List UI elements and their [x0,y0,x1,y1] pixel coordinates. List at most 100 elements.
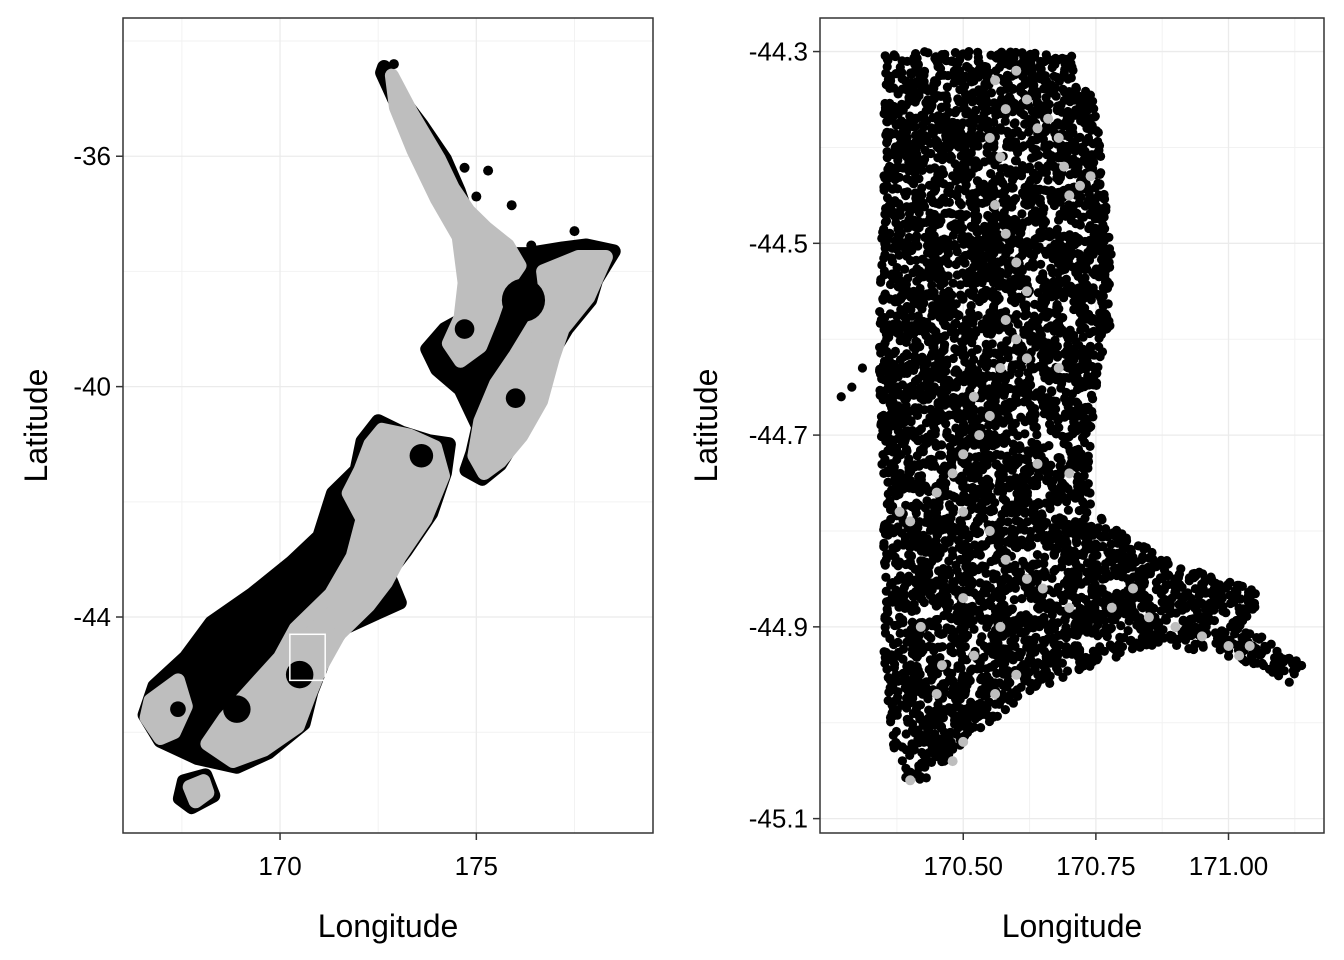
data-point [459,162,470,173]
data-point [905,666,915,676]
data-point [1097,584,1107,594]
data-point [993,540,1003,551]
data-point [1017,131,1027,141]
data-point [1086,390,1097,400]
data-point [931,441,941,451]
data-point [958,348,968,359]
data-point [945,181,955,191]
data-point [1001,496,1011,506]
data-point [902,637,912,647]
data-point [1008,688,1018,698]
data-point [893,637,903,648]
data-point [911,341,922,351]
data-point [1179,591,1189,601]
data-point [903,223,913,233]
data-point [933,58,943,68]
data-point [933,700,943,710]
data-point [1081,595,1091,605]
data-point [946,457,957,468]
data-point [879,538,889,548]
data-point [991,570,1001,580]
data-point [929,186,940,196]
panel-border [122,17,654,834]
data-point [981,568,991,579]
data-point [959,690,970,700]
data-point [892,405,902,415]
data-point [917,560,927,571]
data-point [1115,647,1125,658]
data-point [968,75,978,85]
data-point [879,410,889,420]
data-point [1008,698,1019,708]
data-point [986,88,997,98]
data-point [1001,221,1011,231]
data-point [1001,537,1011,547]
data-point [916,648,927,658]
data-point [1071,268,1081,278]
data-point [986,329,996,339]
data-point [1026,532,1036,542]
unoccupied-patch [409,443,434,468]
data-point [883,477,893,487]
data-point [885,683,895,693]
data-point [1041,518,1052,528]
data-point [993,295,1003,305]
data-point [980,354,991,364]
data-point [919,81,930,91]
data-point [989,187,1000,197]
data-point [895,628,905,639]
data-point [894,250,904,260]
data-point [1072,157,1082,167]
data-point [934,542,944,553]
occupied-region [139,673,193,745]
data-point [962,497,973,507]
data-point [1071,598,1082,608]
data-point [1188,569,1198,579]
data-point [924,705,934,715]
data-point [976,406,986,416]
data-point [948,392,958,403]
data-point [1034,242,1044,252]
data-point [1014,292,1024,302]
x-axis: 170 175 [258,833,498,881]
data-point [940,582,950,592]
data-point [963,63,974,73]
data-point [929,94,939,104]
data-point [1201,622,1211,632]
data-point [915,289,925,299]
data-point [1046,263,1056,273]
data-point [890,591,900,601]
data-point [1087,150,1097,160]
data-point [955,497,965,507]
data-point [949,66,959,76]
data-point [1089,104,1099,114]
data-point [931,747,941,757]
data-point [878,294,888,304]
data-point [1016,535,1026,546]
data-point [1040,572,1050,582]
data-point [928,455,938,465]
data-point [932,553,942,563]
data-point [944,490,955,500]
data-point [1042,406,1052,416]
y-tick-label: -44 [73,602,111,632]
data-point [1274,671,1284,681]
data-point [990,228,1000,238]
data-point [1073,168,1084,178]
y-axis-title: Latitude [18,369,54,483]
data-point [983,697,994,707]
data-point [935,281,946,291]
data-point [1022,309,1032,319]
data-point [1043,625,1054,635]
x-tick-label: 170 [258,851,301,881]
data-point [1087,121,1097,131]
data-point [936,146,946,156]
data-point [893,235,904,246]
data-point [1059,255,1069,265]
data-point [1030,665,1040,675]
data-point [1045,499,1055,509]
data-point [1054,215,1064,225]
data-point [483,165,494,176]
data-point [1208,591,1218,601]
data-point [935,374,945,384]
